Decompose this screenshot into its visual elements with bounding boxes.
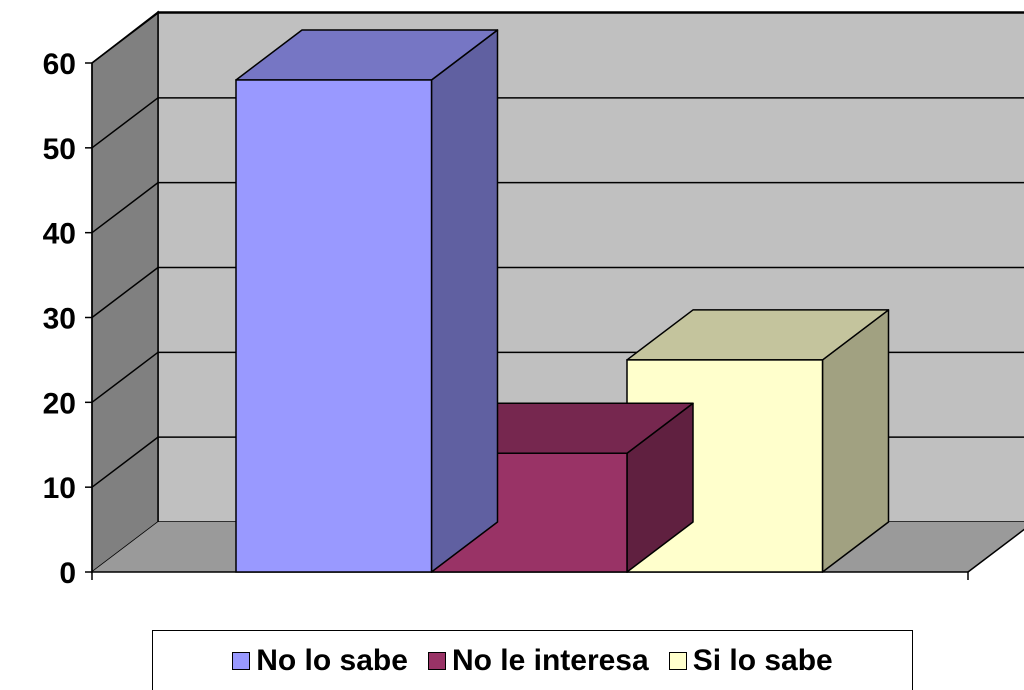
y-tick-label-30: 30 bbox=[43, 303, 76, 336]
legend-item-si-lo-sabe: Si lo sabe bbox=[668, 643, 833, 678]
legend: No lo sabe No le interesa Si lo sabe bbox=[152, 630, 913, 690]
y-tick-label-20: 20 bbox=[43, 387, 76, 420]
bar-side-no-lo-sabe bbox=[430, 29, 499, 573]
gridline-30 bbox=[91, 266, 1024, 319]
y-tick-label-0: 0 bbox=[59, 557, 76, 590]
legend-swatch-no-lo-sabe bbox=[232, 651, 251, 670]
gridline-50 bbox=[91, 97, 1024, 149]
bar-no-lo-sabe bbox=[235, 29, 499, 573]
value-axis: 0 10 20 30 40 50 60 bbox=[43, 48, 969, 590]
y-tick-label-60: 60 bbox=[43, 48, 76, 81]
bar-front-no-lo-sabe bbox=[235, 79, 433, 573]
gridline-40 bbox=[91, 181, 1024, 234]
legend-label-si-lo-sabe: Si lo sabe bbox=[692, 643, 833, 677]
gridline-60 bbox=[91, 12, 1024, 64]
y-tick-label-50: 50 bbox=[43, 133, 76, 166]
legend-swatch-si-lo-sabe bbox=[668, 651, 687, 670]
legend-label-no-le-interesa: No le interesa bbox=[451, 643, 649, 677]
y-tick-label-10: 10 bbox=[43, 472, 76, 505]
legend-swatch-no-le-interesa bbox=[427, 651, 446, 670]
bars bbox=[235, 29, 890, 573]
y-tick-label-40: 40 bbox=[43, 218, 76, 251]
floor-edge bbox=[967, 528, 1024, 573]
legend-item-no-le-interesa: No le interesa bbox=[427, 643, 649, 678]
legend-item-no-lo-sabe: No lo sabe bbox=[232, 644, 408, 678]
legend-label-no-lo-sabe: No lo sabe bbox=[256, 643, 408, 677]
